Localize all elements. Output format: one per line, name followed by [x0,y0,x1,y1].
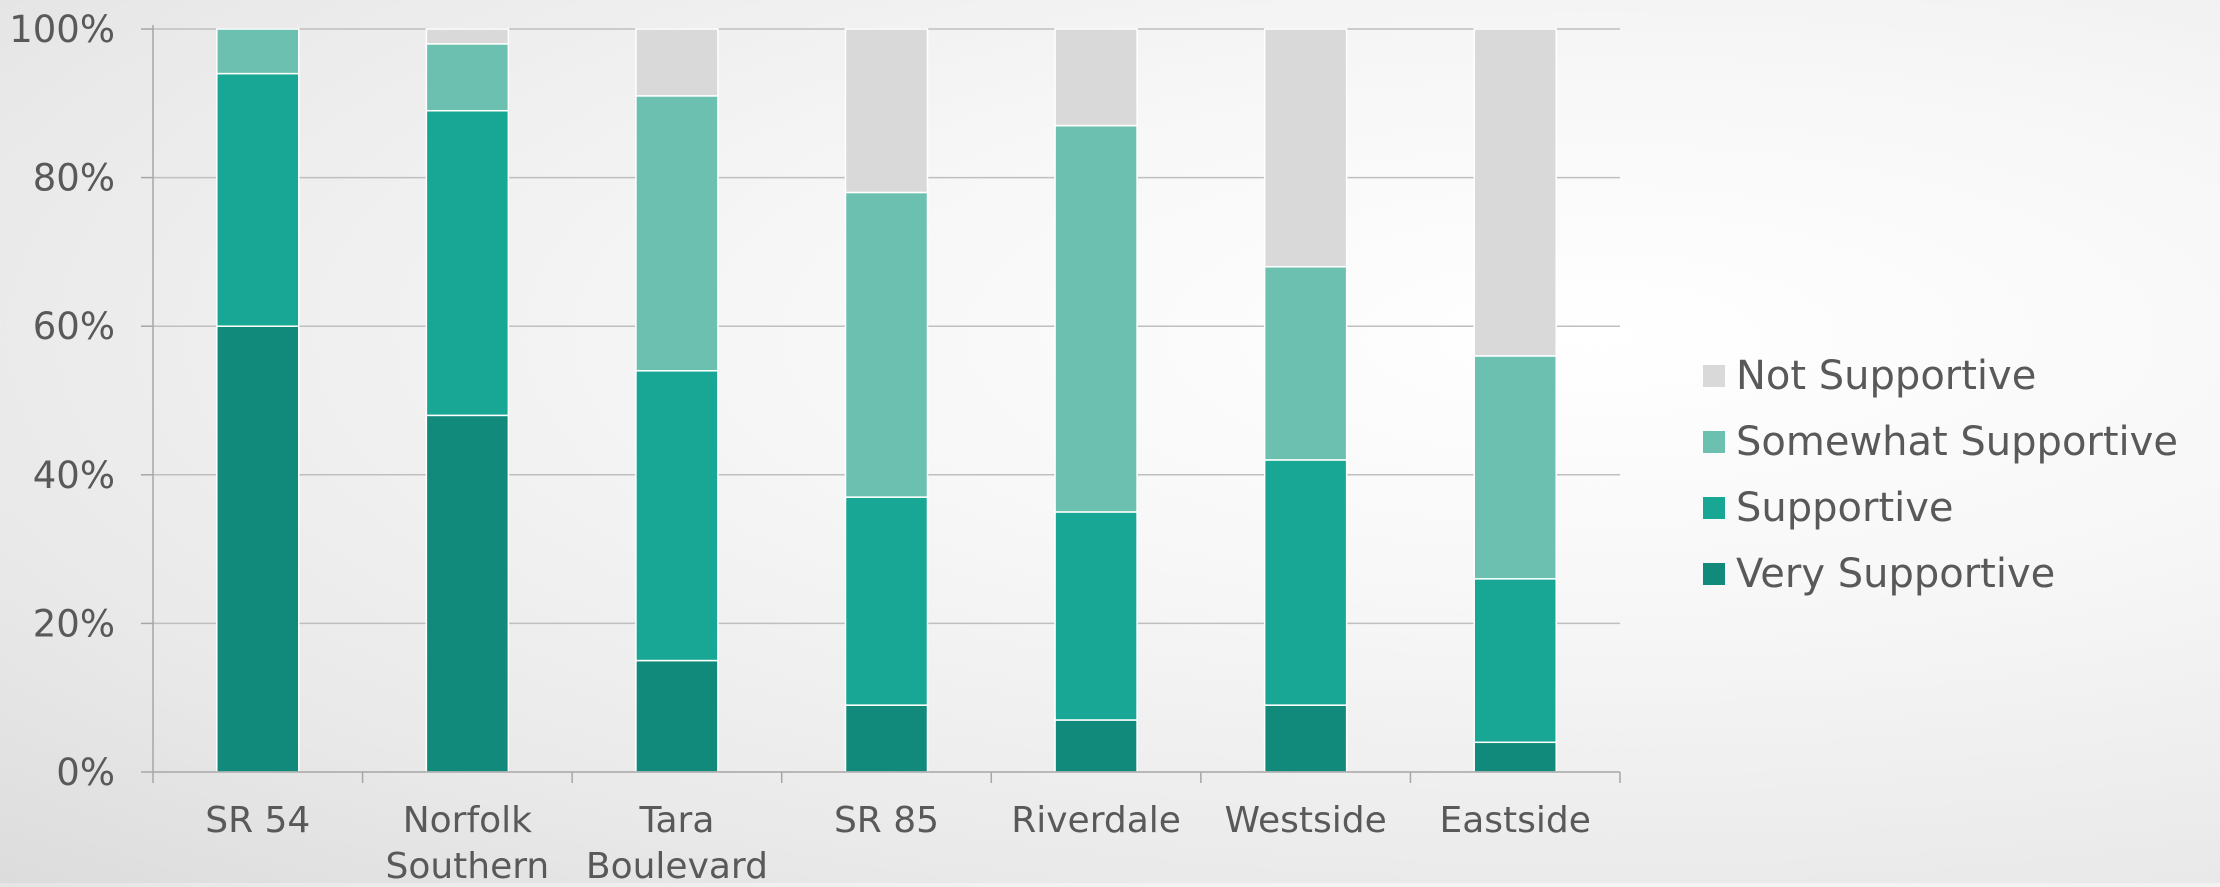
bar-segment [844,496,929,706]
legend-label: Supportive [1736,485,1954,531]
bar-segment [1473,28,1557,357]
bar-segment [1054,28,1138,127]
bar-segment [1473,355,1557,580]
bar-segment [1263,459,1348,706]
x-tick-label: SR 85 [834,800,939,841]
bar-segment [1263,28,1348,268]
bar-segment [425,28,510,45]
y-tick-label: 80% [33,157,115,200]
y-tick-label: 40% [33,454,115,497]
x-tick-label: Boulevard [586,846,768,883]
bars [216,28,1557,773]
bar-segment [1263,704,1348,773]
bar-segment [216,28,300,75]
legend-label: Somewhat Supportive [1736,419,2178,465]
legend: Not Supportive Somewhat Supportive Support… [1703,353,2178,597]
bar-segment [844,28,929,194]
x-tick-label: Southern [385,846,549,883]
x-tick-label: Westside [1225,800,1387,841]
legend-swatch [1703,365,1725,387]
axes: 0% 20% 40% 60% 80% 100% SR 54 Norfolk Southern Ta… [9,8,1621,887]
bar-segment [1054,719,1138,773]
bar-segment [425,414,510,773]
y-tick-label: 20% [33,602,115,645]
bar-segment [425,109,510,417]
x-tick-label: Norfolk [403,800,532,841]
bar-segment [1473,741,1557,773]
x-tick-label: Tara [638,800,714,841]
bar-segment [635,28,719,97]
legend-label: Very Supportive [1736,551,2055,597]
x-tick-label: Eastside [1439,800,1590,841]
x-tick-label: SR 54 [205,800,310,841]
y-tick-label: 60% [33,305,115,348]
bar-segment [425,43,510,112]
y-tick-label: 0% [56,751,115,794]
bar-segment [1263,266,1348,461]
y-tick-label: 100% [9,8,115,51]
x-tick-label: Riverdale [1011,800,1181,841]
legend-label: Not Supportive [1736,353,2036,399]
legend-swatch [1703,497,1725,519]
bar-segment [216,325,300,773]
bar-segment [844,704,929,773]
bar-segment [1054,124,1138,513]
bar-segment [635,659,719,773]
bar-segment [1473,578,1557,744]
bar-segment [635,95,719,372]
bar-segment [1054,511,1138,721]
legend-swatch [1703,563,1725,585]
legend-swatch [1703,431,1725,453]
bar-segment [844,191,929,498]
bar-segment [216,72,300,327]
bar-segment [635,370,719,662]
